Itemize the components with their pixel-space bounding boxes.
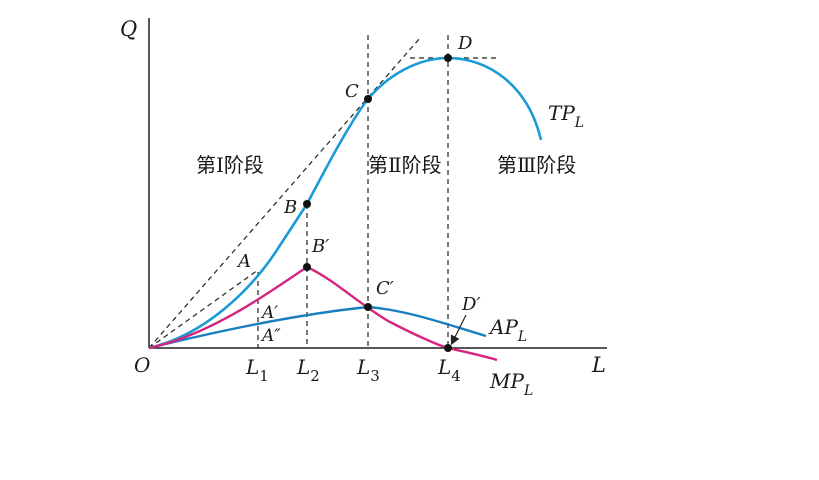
- origin-label: O: [134, 353, 150, 377]
- point-c-prime-marker: [364, 303, 372, 311]
- point-a-label: A: [236, 251, 251, 272]
- tick-label-l1: L1: [245, 355, 269, 385]
- tp-series-label: TPL: [548, 101, 584, 131]
- point-c-label: C: [345, 81, 359, 102]
- tangent-ray-c: [148, 37, 421, 349]
- tick-label-l4: L4: [437, 355, 461, 385]
- point-c-marker: [364, 95, 372, 103]
- point-b-prime-label: B′: [311, 236, 329, 257]
- point-b-label: B: [283, 197, 297, 218]
- point-b-marker: [303, 200, 311, 208]
- tp-curve: [148, 56, 543, 350]
- point-d-label: D: [457, 33, 473, 54]
- point-d-prime-marker: [444, 344, 452, 352]
- stage-2-label: 第Ⅱ阶段: [368, 153, 442, 177]
- point-d-prime-label: D′: [461, 294, 481, 315]
- stage-1-label: 第Ⅰ阶段: [196, 153, 264, 177]
- point-d-marker: [444, 54, 452, 62]
- ap-series-label: APL: [488, 315, 527, 345]
- ray-a: [148, 269, 259, 349]
- stage-3-label: 第Ⅲ阶段: [497, 153, 576, 177]
- tick-label-l2: L2: [296, 355, 320, 385]
- point-c-prime-label: C′: [376, 278, 394, 299]
- y-axis-label: Q: [120, 17, 137, 41]
- x-axis-label: L: [591, 353, 606, 377]
- ap-curve: [148, 305, 487, 350]
- point-a-prime-label: A′: [260, 303, 278, 323]
- mp-curve: [148, 265, 498, 362]
- point-a-double-prime-label: A″: [260, 326, 281, 346]
- mp-series-label: MPL: [489, 369, 533, 399]
- tick-label-l3: L3: [356, 355, 380, 385]
- point-b-prime-marker: [303, 263, 311, 271]
- d-prime-arrow: [450, 314, 467, 346]
